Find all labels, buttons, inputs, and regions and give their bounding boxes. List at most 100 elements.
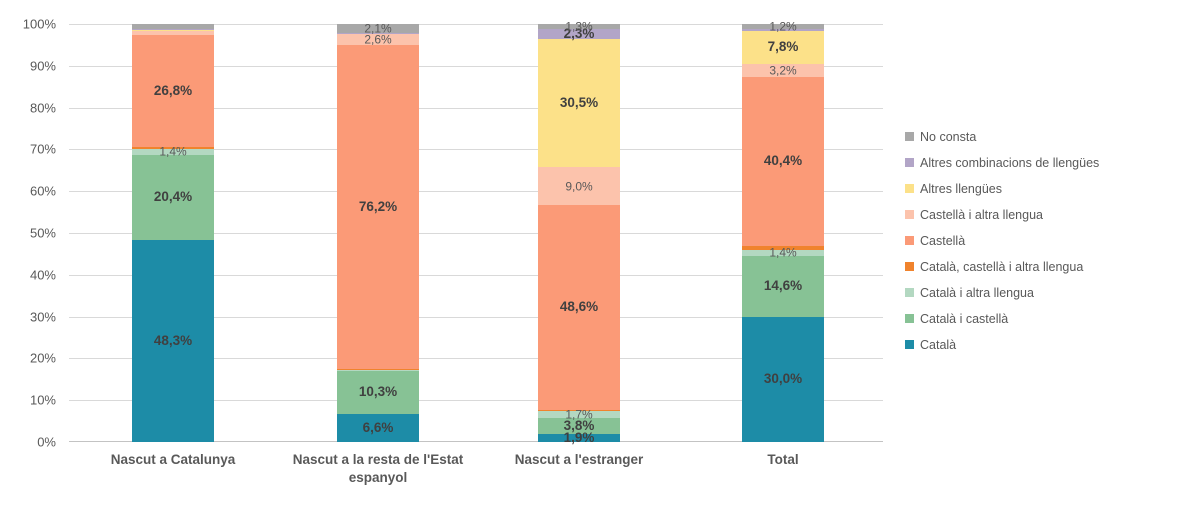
- legend-label: Castellà: [920, 233, 966, 248]
- bar-segment: [538, 409, 620, 411]
- y-tick-label: 60%: [29, 183, 56, 199]
- data-label: 1,7%: [565, 407, 593, 422]
- bar-segment: [538, 167, 620, 206]
- bar-segment: [742, 77, 824, 246]
- legend-label: Altres combinacions de llengües: [920, 155, 1100, 170]
- gridline: [69, 191, 883, 193]
- gridline: [69, 274, 883, 276]
- bar-1: 48,3% 20,4% 1,4% 26,8%: [132, 24, 214, 442]
- data-label: 20,4%: [153, 189, 193, 205]
- bar-3: 1,9% 3,8% 1,7% 48,6% 9,0% 30,5% 2,3% 1,3%: [538, 20, 620, 445]
- legend-item: Català, castellà i altra llengua: [905, 258, 1099, 275]
- gridline: [69, 400, 883, 402]
- legend-label: Castellà i altra llengua: [920, 207, 1043, 222]
- y-tick-label: 50%: [29, 225, 56, 241]
- gridline: [69, 316, 883, 318]
- category-label: Nascut a l'estranger: [514, 452, 644, 467]
- data-label: 30,5%: [559, 95, 599, 111]
- bar-segment: [132, 146, 214, 149]
- data-label: 9,0%: [565, 179, 593, 194]
- data-label: 2,1%: [364, 21, 392, 36]
- legend-label: Altres llengües: [920, 181, 1002, 196]
- data-label: 30,0%: [763, 371, 803, 387]
- data-label: 2,6%: [364, 32, 392, 47]
- bar-segment: [538, 205, 620, 410]
- bar-segment: [538, 418, 620, 435]
- data-label: 6,6%: [362, 419, 394, 435]
- bar-segment: [337, 24, 419, 33]
- y-tick-label: 0%: [37, 434, 56, 450]
- data-label: 48,6%: [559, 299, 599, 315]
- bar-segment: [132, 149, 214, 155]
- plot-area: 48,3% 20,4% 1,4% 26,8% 6,6% 10,3% 76,2% 2,6% 2,1…: [69, 20, 883, 445]
- bar-segment: [337, 33, 419, 45]
- legend-swatch-icon: [905, 262, 914, 271]
- data-label: 26,8%: [153, 82, 193, 98]
- legend-item: No consta: [905, 128, 1099, 145]
- y-tick-label: 30%: [29, 309, 56, 325]
- legend-label: Català, castellà i altra llengua: [920, 259, 1084, 274]
- bar-segment: [132, 30, 214, 35]
- gridline: [69, 358, 883, 360]
- category-label: Total: [767, 452, 799, 467]
- gridline: [69, 107, 883, 109]
- bar-4: 30,0% 14,6% 1,4% 40,4% 3,2% 7,8% 1,2%: [742, 20, 824, 442]
- bar-segment: [132, 154, 214, 241]
- x-axis-labels: Nascut a Catalunya Nascut a la resta de l…: [0, 451, 1182, 495]
- gridline: [69, 233, 883, 234]
- data-label: 76,2%: [358, 198, 398, 214]
- bar-segment: [132, 240, 214, 442]
- data-label: 48,3%: [153, 332, 193, 348]
- bar-segment: [742, 316, 824, 442]
- bar-segment: [742, 255, 824, 317]
- bar-segment: [538, 434, 620, 442]
- legend-label: Català: [920, 337, 957, 352]
- y-axis-labels: 100% 90% 80% 70% 60% 50% 40% 30% 20% 10% 0%: [0, 17, 56, 450]
- y-tick-label: 80%: [29, 100, 56, 116]
- bar-segment: [742, 31, 824, 64]
- bar-segment: [538, 29, 620, 40]
- y-tick-label: 90%: [29, 58, 56, 74]
- legend-item: Català i altra llengua: [905, 284, 1099, 301]
- data-label: 3,2%: [769, 63, 797, 78]
- legend-label: Català i castellà: [920, 311, 1009, 326]
- data-label: 10,3%: [358, 383, 398, 399]
- data-label: 1,2%: [769, 19, 797, 34]
- bar-segment: [742, 245, 824, 250]
- legend-swatch-icon: [905, 210, 914, 219]
- data-label: 1,4%: [769, 245, 797, 260]
- legend-label: Català i altra llengua: [920, 285, 1034, 300]
- data-label: 7,8%: [767, 39, 799, 55]
- bar-segment: [742, 249, 824, 256]
- gridline: [69, 149, 883, 151]
- data-label: 2,3%: [563, 26, 595, 42]
- legend-item: Català i castellà: [905, 310, 1099, 327]
- y-tick-label: 70%: [29, 141, 56, 157]
- legend: No consta Altres combinacions de llengües…: [905, 128, 1099, 362]
- category-label: Nascut a la resta de l'Estat espanyol: [292, 452, 464, 485]
- legend-swatch-icon: [905, 340, 914, 349]
- data-label: 14,6%: [763, 278, 803, 294]
- bar-segment: [538, 410, 620, 419]
- gridline: [69, 24, 883, 25]
- bar-segment: [337, 370, 419, 414]
- data-label: 3,8%: [563, 417, 595, 433]
- legend-item: Castellà: [905, 232, 1099, 249]
- data-label: 1,4%: [159, 144, 187, 159]
- legend-swatch-icon: [905, 184, 914, 193]
- legend-label: No consta: [920, 129, 977, 144]
- legend-swatch-icon: [905, 236, 914, 245]
- data-label: 1,9%: [563, 429, 595, 445]
- bar-segment: [538, 24, 620, 30]
- legend-item: Català: [905, 336, 1099, 353]
- y-tick-label: 40%: [29, 267, 56, 283]
- bar-segment: [742, 24, 824, 30]
- y-tick-label: 20%: [29, 350, 56, 366]
- data-label: 1,3%: [565, 19, 593, 34]
- data-label: 40,4%: [763, 153, 803, 169]
- bar-segment: [337, 413, 419, 442]
- legend-swatch-icon: [905, 288, 914, 297]
- bar-segment: [132, 28, 214, 30]
- legend-item: Altres llengües: [905, 180, 1099, 197]
